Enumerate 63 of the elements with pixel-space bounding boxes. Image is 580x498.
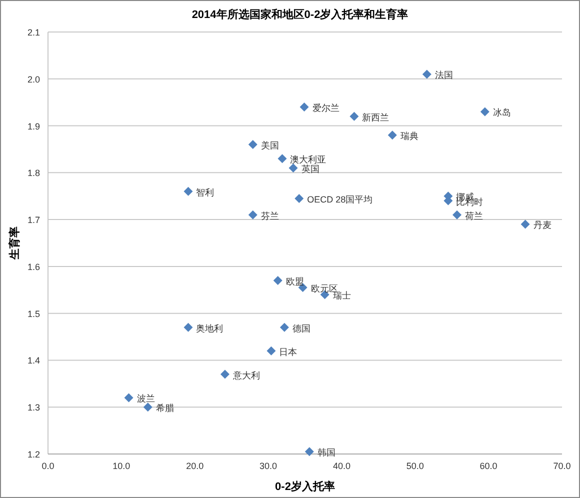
point xyxy=(248,210,258,220)
annotation: 希腊 xyxy=(156,403,174,414)
point xyxy=(520,220,530,229)
annotation: 欧盟 xyxy=(286,276,304,287)
annotation: 波兰 xyxy=(136,394,155,404)
annotation: 瑞典 xyxy=(400,131,418,142)
chart-title: 2014年所选国家和地区0-2岁入托率和生育率 xyxy=(192,8,408,21)
annotation: 荷兰 xyxy=(464,210,483,221)
point xyxy=(294,194,304,203)
x-tick-label: 10.0 xyxy=(112,461,130,471)
point xyxy=(124,393,134,402)
y-tick-label: 1.5 xyxy=(27,308,40,319)
point xyxy=(184,186,193,196)
annotation: 澳大利亚 xyxy=(290,154,326,165)
annotation: 法国 xyxy=(434,70,453,80)
annotation: 意大利 xyxy=(232,370,260,380)
point xyxy=(280,322,289,332)
annotation: 日本 xyxy=(279,346,298,357)
x-tick-label: 30.0 xyxy=(260,461,278,471)
y-tick-label: 2.0 xyxy=(27,74,40,84)
point xyxy=(278,154,287,164)
point xyxy=(248,140,258,150)
point xyxy=(304,447,314,456)
y-tick-label: 1.4 xyxy=(27,356,40,366)
point xyxy=(184,322,193,332)
annotation: 美国 xyxy=(260,140,279,151)
point xyxy=(388,130,397,140)
annotation: 智利 xyxy=(196,187,214,198)
point xyxy=(220,370,230,379)
point xyxy=(350,112,359,121)
y-tick-label: 1.2 xyxy=(27,450,40,460)
x-tick-label: 50.0 xyxy=(406,461,424,471)
y-tick-label: 2.1 xyxy=(27,28,40,38)
annotation: 奥地利 xyxy=(196,323,224,334)
x-tick-label: 0.0 xyxy=(42,461,54,471)
point xyxy=(422,70,432,79)
y-tick-label: 1.7 xyxy=(27,215,40,226)
annotation: 冰岛 xyxy=(492,108,511,118)
y-tick-label: 1.6 xyxy=(27,262,40,272)
annotation: 爱尔兰 xyxy=(312,103,340,114)
annotation: 德国 xyxy=(292,323,310,334)
x-tick-label: 60.0 xyxy=(480,461,498,471)
point xyxy=(452,210,462,220)
point xyxy=(480,107,490,116)
point xyxy=(288,163,298,172)
x-axis-title: 0-2岁入托率 xyxy=(275,480,335,493)
point xyxy=(143,402,152,412)
x-tick-label: 40.0 xyxy=(332,461,350,471)
annotation: 芬兰 xyxy=(260,210,279,221)
x-tick-label: 70.0 xyxy=(553,461,571,471)
y-tick-label: 1.9 xyxy=(27,121,40,132)
annotation: 新西兰 xyxy=(362,112,390,122)
y-tick-label: 1.8 xyxy=(27,168,40,178)
annotation: 英国 xyxy=(301,164,320,174)
point xyxy=(300,102,309,112)
point xyxy=(273,276,282,286)
point xyxy=(266,346,276,356)
y-axis-title: 生育率 xyxy=(8,226,21,260)
annotation: 韩国 xyxy=(317,448,336,458)
annotation: OECD 28国平均 xyxy=(307,194,373,204)
annotation: 丹麦 xyxy=(533,220,552,230)
x-tick-label: 20.0 xyxy=(186,461,204,471)
y-tick-label: 1.3 xyxy=(27,402,40,413)
